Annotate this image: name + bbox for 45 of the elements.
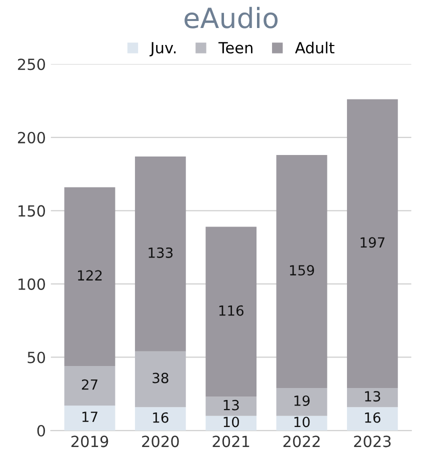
bar xyxy=(64,366,116,406)
data-label: 19 xyxy=(294,395,310,406)
bar xyxy=(206,226,257,397)
data-label: 159 xyxy=(290,265,314,276)
bar xyxy=(346,388,398,408)
bar xyxy=(64,187,116,366)
y-tick-label: 50 xyxy=(28,352,46,364)
data-label: 116 xyxy=(219,305,244,316)
bar xyxy=(134,407,186,431)
bar xyxy=(276,388,328,416)
data-label: 38 xyxy=(152,372,168,384)
data-label: 122 xyxy=(78,270,102,280)
x-tick-label: 2020 xyxy=(142,436,179,448)
data-label: 13 xyxy=(365,391,380,402)
bar xyxy=(276,154,328,388)
data-label: 10 xyxy=(224,416,239,428)
data-label: 133 xyxy=(148,247,173,258)
data-label: 16 xyxy=(153,412,168,423)
y-tick-label: 0 xyxy=(37,424,46,437)
y-tick-label: 100 xyxy=(18,278,46,290)
bar xyxy=(346,99,398,388)
chart-title: eAudio xyxy=(184,6,278,28)
data-label: 197 xyxy=(360,237,384,248)
bar xyxy=(134,156,186,352)
data-label: 13 xyxy=(224,400,239,410)
bar xyxy=(346,407,398,431)
bar xyxy=(276,416,328,431)
bar xyxy=(206,396,257,416)
bar xyxy=(134,351,186,408)
legend-label: Teen xyxy=(218,42,252,54)
data-label: 16 xyxy=(365,412,380,423)
x-tick-label: 2022 xyxy=(283,436,320,448)
y-tick-label: 200 xyxy=(18,132,46,144)
data-label: 27 xyxy=(82,379,98,390)
x-tick-label: 2019 xyxy=(71,436,108,448)
data-label: 10 xyxy=(294,416,310,428)
y-tick-label: 250 xyxy=(18,58,46,70)
data-label: 17 xyxy=(82,412,98,422)
y-tick-label: 150 xyxy=(18,205,46,217)
bar xyxy=(64,406,116,431)
x-tick-label: 2023 xyxy=(354,436,391,448)
bar xyxy=(206,416,257,431)
legend-label: Adult xyxy=(295,42,334,54)
x-tick-label: 2021 xyxy=(212,436,250,448)
legend-label: Juv. xyxy=(150,42,176,56)
